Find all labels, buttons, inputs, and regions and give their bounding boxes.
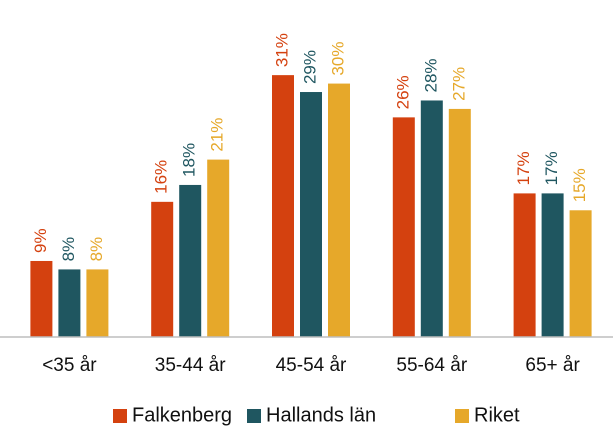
value-label: 17%: [542, 151, 561, 185]
value-label: 18%: [180, 143, 199, 177]
value-label: 31%: [272, 33, 291, 67]
value-label: 15%: [570, 168, 589, 202]
value-label: 17%: [514, 151, 533, 185]
x-tick-label: 55-64 år: [396, 355, 467, 376]
bar: [151, 201, 174, 337]
value-label: 29%: [300, 50, 319, 84]
value-label: 26%: [393, 75, 412, 109]
value-label: 27%: [449, 67, 468, 101]
bar: [179, 184, 202, 337]
bar: [448, 108, 471, 337]
value-label: 21%: [208, 118, 227, 152]
bar: [541, 193, 564, 337]
x-tick-label: 35-44 år: [155, 355, 226, 376]
legend-swatch: [247, 409, 261, 423]
bar: [392, 117, 415, 337]
bar: [272, 75, 294, 337]
value-label: 30%: [328, 42, 347, 76]
bar: [300, 92, 322, 338]
bar: [207, 159, 230, 337]
value-label: 16%: [152, 160, 171, 194]
value-label: 9%: [31, 228, 50, 253]
bar: [328, 83, 350, 337]
bar: [569, 210, 592, 337]
bar: [86, 269, 109, 337]
bar: [30, 260, 53, 337]
x-tick-label: <35 år: [42, 355, 97, 376]
value-label: 8%: [87, 237, 106, 262]
bar: [58, 269, 81, 337]
legend-label: Hallands län: [266, 404, 376, 426]
legend-label: Riket: [474, 404, 520, 426]
x-tick-label: 45-54 år: [276, 355, 347, 376]
legend-swatch: [113, 409, 127, 423]
x-tick-label: 65+ år: [525, 355, 580, 376]
bar: [513, 193, 536, 337]
value-label: 28%: [421, 58, 440, 92]
legend-swatch: [455, 409, 469, 423]
legend-label: Falkenberg: [132, 404, 232, 426]
bar: [420, 100, 443, 337]
value-label: 8%: [59, 237, 78, 262]
